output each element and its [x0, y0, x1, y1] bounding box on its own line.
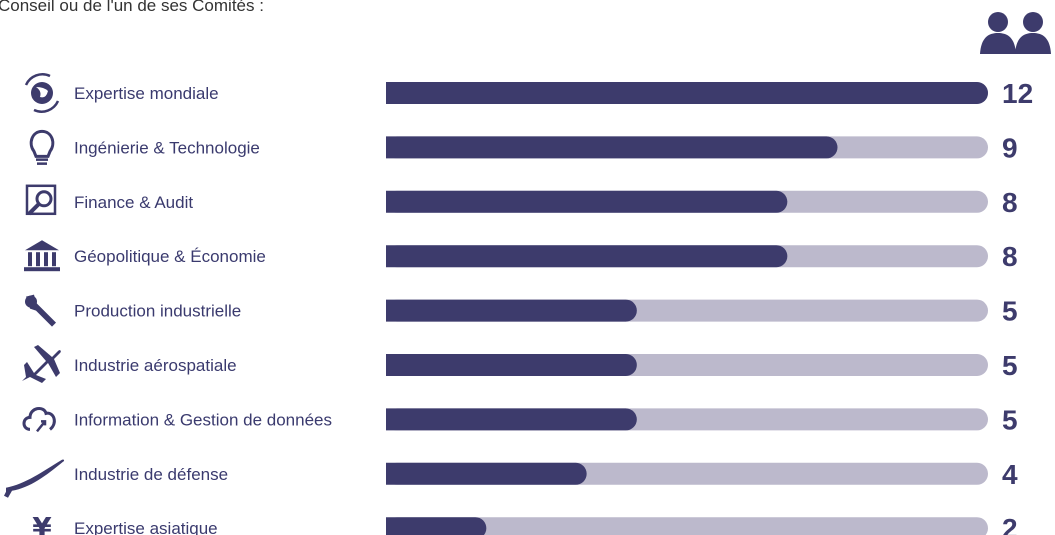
airplane-icon [22, 345, 61, 383]
bar-fill [386, 136, 838, 159]
wrench-icon [25, 294, 56, 327]
category-label: Industrie aérospatiale [74, 356, 237, 375]
value-label: 8 [1002, 241, 1018, 272]
value-label: 4 [1002, 459, 1018, 490]
bar-fill [386, 354, 637, 376]
svg-text:¥: ¥ [32, 511, 52, 535]
bar-track [386, 517, 988, 535]
lightbulb-icon [29, 129, 55, 165]
value-label: 5 [1002, 404, 1018, 435]
category-label: Finance & Audit [74, 193, 193, 212]
value-label: 9 [1002, 132, 1018, 163]
category-label: Géopolitique & Économie [74, 247, 266, 266]
bar-fill [386, 190, 788, 213]
people-icon [980, 12, 1051, 54]
cloud-icon [22, 407, 56, 433]
category-label: Expertise mondiale [74, 84, 219, 103]
yen-icon: ¥ [32, 511, 52, 535]
bar-fill [386, 245, 788, 268]
category-label: Information & Gestion de données [74, 410, 332, 429]
value-label: 2 [1002, 513, 1018, 535]
bar-fill [386, 82, 988, 104]
intro-text: Conseil ou de l'un de ses Comités : [0, 0, 264, 15]
value-label: 5 [1002, 350, 1018, 381]
category-label: Industrie de défense [74, 465, 228, 484]
magnifier-icon [25, 184, 57, 216]
value-label: 8 [1002, 187, 1018, 218]
bar-fill [386, 462, 587, 485]
jet-icon [4, 459, 65, 498]
category-label: Ingénierie & Technologie [74, 138, 260, 157]
globe-icon [24, 73, 60, 113]
value-label: 12 [1002, 78, 1033, 109]
category-label: Production industrielle [74, 302, 241, 321]
bank-icon [24, 240, 60, 272]
bar-fill [386, 517, 487, 535]
bar-fill [386, 408, 637, 431]
value-label: 5 [1002, 296, 1018, 327]
category-label: Expertise asiatique [74, 519, 218, 535]
bar-fill [386, 299, 637, 322]
